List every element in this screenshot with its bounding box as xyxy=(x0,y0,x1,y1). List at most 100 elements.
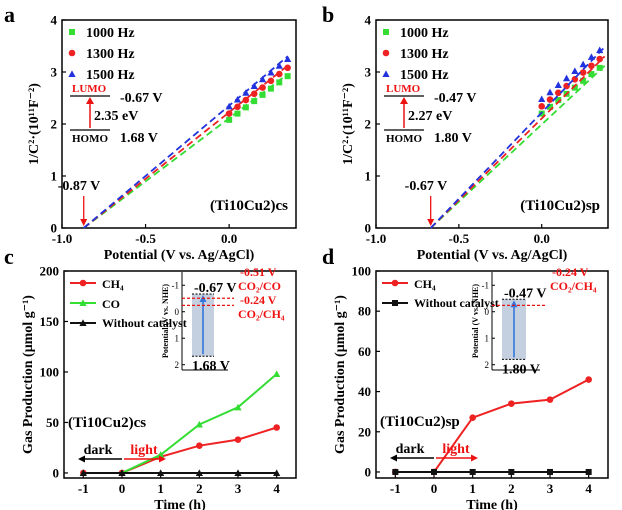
panel-d-inset-homo-value: 1.80 V xyxy=(502,362,540,377)
panel-b-data-point xyxy=(555,97,562,104)
panel-d-data-point xyxy=(585,468,592,475)
panel-d-y-tick-label: 40 xyxy=(358,384,371,399)
panel-a-data-point xyxy=(284,73,291,80)
panel-b-mott-schottky: -1.0 -0.5 0.0 0 1 2 3 4 Potential (V vs. Ag/AgCl… xyxy=(341,13,609,263)
panel-b-x-tick-label: -1.0 xyxy=(366,231,387,246)
panel-a-data-point xyxy=(225,102,233,110)
panel-b-data-point xyxy=(588,62,595,70)
panel-c-data-point xyxy=(234,469,242,476)
panel-b-data-point xyxy=(538,95,546,103)
panel-c-redox-potential: -0.24 V xyxy=(240,293,277,307)
panel-a-y-tick-label: 2 xyxy=(51,117,58,132)
panel-c-dark-label: dark xyxy=(84,443,113,458)
panel-a-flatband-label: -0.87 V xyxy=(58,179,101,194)
panel-b-lumo-value: -0.47 V xyxy=(434,91,477,106)
panel-a-data-point xyxy=(276,79,283,86)
panel-b-gap-arrowhead xyxy=(400,97,408,104)
panel-c-legend-marker xyxy=(79,279,87,287)
panel-a-legend-label: 1300 Hz xyxy=(86,47,135,62)
panel-a-data-point xyxy=(225,110,233,117)
panel-b-data-point xyxy=(579,60,587,68)
panel-d-data-point xyxy=(469,468,476,475)
panel-d-x-axis-label: Time (h) xyxy=(466,498,518,510)
panel-a-y-tick-label: 3 xyxy=(51,65,58,80)
panel-c-inset-tick-label: -1 xyxy=(172,281,180,291)
panel-b-legend-marker xyxy=(383,29,389,35)
panel-a-legend-label: 1500 Hz xyxy=(86,68,135,83)
panel-c-y-tick-label: 100 xyxy=(40,364,60,379)
panel-c-y-tick-label: 0 xyxy=(53,465,60,480)
panel-a-data-point xyxy=(234,103,241,111)
panel-d-y-tick-label: 100 xyxy=(352,264,372,279)
panel-a-data-point xyxy=(258,75,267,83)
panel-d-inset-tick-label: 1 xyxy=(485,334,490,344)
panel-d-x-tick-label: 4 xyxy=(585,481,592,496)
panel-a-lumo-value: -0.67 V xyxy=(120,91,163,106)
panel-a-flatband-arrowhead xyxy=(80,219,88,226)
panel-a-legend-marker xyxy=(68,49,76,57)
panel-c-dark-arrowhead xyxy=(78,455,85,463)
panel-d-data-point xyxy=(546,396,554,403)
panel-d-sample-label: (Ti10Cu2)sp xyxy=(380,414,460,430)
panel-b-y-tick-label: 4 xyxy=(365,13,372,28)
panel-b-data-point xyxy=(547,103,553,110)
panel-b-band-gap-value: 2.27 eV xyxy=(408,109,452,124)
panel-b-data-point xyxy=(580,77,587,84)
panel-d-y-tick-label: 60 xyxy=(358,344,371,359)
panel-b-data-point xyxy=(538,103,546,110)
panel-a-legend-marker xyxy=(69,29,75,35)
panel-c-plot-frame xyxy=(63,270,297,479)
panel-b-data-point xyxy=(546,88,554,96)
panel-c-data-point xyxy=(273,370,281,377)
panel-c-gas-production: -1 0 1 2 3 4 0 50 100 150 200 Time (h) Gas Productio… xyxy=(21,264,297,510)
panel-b-fit-line-1000hz xyxy=(430,65,606,229)
panel-c-data-point xyxy=(118,469,126,476)
panel-d-data-point xyxy=(469,414,476,422)
panel-b-y-tick-label: 1 xyxy=(365,169,372,184)
panel-c-inset-lumo-value: -0.67 V xyxy=(194,281,237,296)
panel-d-inset-tick-label: 2 xyxy=(485,360,490,370)
panel-c-x-axis-label: Time (h) xyxy=(154,498,206,510)
panel-c-legend-marker xyxy=(79,299,87,306)
panel-a-data-point xyxy=(284,55,292,62)
panel-c-sample-label: (Ti10Cu2)cs xyxy=(68,415,146,431)
panel-a-homo-value: 1.68 V xyxy=(120,131,158,146)
panel-a-sample-label: (Ti10Cu2)cs xyxy=(210,198,288,214)
panel-b-legend-label: 1500 Hz xyxy=(400,68,449,83)
panel-b-fit-line-1300hz xyxy=(430,55,606,229)
panel-c-data-point xyxy=(234,403,242,411)
panel-c-y-tick-label: 200 xyxy=(40,264,60,279)
panel-b-x-axis-label: Potential (V vs. Ag/AgCl) xyxy=(417,248,568,263)
panel-c-redox-pair: CO₂/CO xyxy=(238,279,281,293)
panel-a-legend-marker xyxy=(68,70,76,77)
panel-b-legend-label: 1000 Hz xyxy=(400,26,449,41)
panel-c-y-axis-label: Gas Production (μmol g⁻¹) xyxy=(21,295,36,454)
panel-b-x-tick-label: 0.0 xyxy=(534,231,550,246)
panel-a-band-gap-value: 2.35 eV xyxy=(94,109,138,124)
panel-b-lumo-label: LUMO xyxy=(386,83,421,95)
panel-a-lumo-label: LUMO xyxy=(72,83,107,95)
panel-c-redox-potential: -0.51 V xyxy=(240,265,277,279)
panel-c-legend-label: CO xyxy=(102,297,120,311)
panel-b-data-point xyxy=(596,46,604,54)
panel-a-data-point xyxy=(267,85,274,92)
panel-c-inset-tick-label: 1 xyxy=(175,334,180,344)
panel-a-data-point xyxy=(250,82,258,90)
panel-a-data-point xyxy=(233,95,242,103)
panel-c-x-tick-label: 3 xyxy=(235,481,242,496)
panel-d-dark-label: dark xyxy=(396,442,425,457)
panel-c-x-tick-label: -1 xyxy=(78,481,89,496)
panel-a-x-tick-label: -1.0 xyxy=(52,231,73,246)
panel-c-y-tick-label: 150 xyxy=(40,314,60,329)
panel-d-x-tick-label: 0 xyxy=(431,481,438,496)
panel-b-legend-marker xyxy=(382,49,390,57)
panel-a-data-point xyxy=(242,96,250,104)
panel-label-b: b xyxy=(322,2,334,27)
panel-c-x-tick-label: 0 xyxy=(119,481,126,496)
panel-label-d: d xyxy=(322,244,334,269)
panel-c-data-point xyxy=(195,469,203,476)
panel-d-dark-arrowhead xyxy=(390,454,397,462)
panel-a-x-tick-label: -0.5 xyxy=(135,231,156,246)
